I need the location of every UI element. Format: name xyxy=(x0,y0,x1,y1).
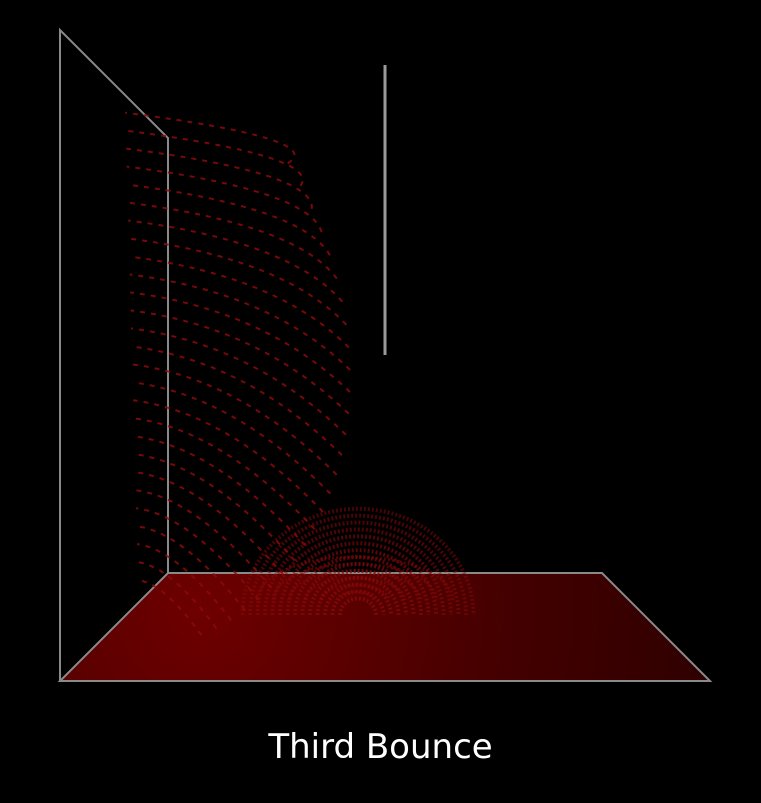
wall-wave-arc xyxy=(129,273,351,371)
wall-wave-arc xyxy=(135,489,273,589)
floor-ripple-rings xyxy=(255,555,455,601)
wall-wave-arc xyxy=(132,381,332,495)
wall-wave-arc xyxy=(125,111,296,165)
wall-wave-arc xyxy=(127,183,331,256)
wall-wave-arc xyxy=(137,579,203,636)
wall-wave-arc xyxy=(131,363,338,476)
wall-wave-arc xyxy=(137,561,218,629)
floor-ripple-ring xyxy=(319,583,391,601)
floor-wave-arc xyxy=(330,589,386,616)
wall-wave-arc xyxy=(130,327,347,436)
floor-wave-arc xyxy=(285,548,431,616)
wall-wave-arc xyxy=(126,165,323,233)
wall-wave-arc xyxy=(130,291,351,393)
left-wall-outline xyxy=(59,27,169,681)
wall-wave-arc xyxy=(128,237,348,326)
floor-wave-arc xyxy=(240,506,476,616)
wall-wave-arc xyxy=(125,129,304,187)
floor-ripple-ring xyxy=(287,569,423,601)
wall-reflected-waves xyxy=(125,111,351,636)
floor-ripple-ring xyxy=(335,590,375,601)
wall-wave-arc xyxy=(132,399,324,513)
wall-wave-arc xyxy=(133,417,316,530)
diagram-caption: Third Bounce xyxy=(268,727,493,767)
wall-wave-arc xyxy=(135,507,260,601)
wall-wave-arc xyxy=(134,471,285,576)
wall-wave-arc xyxy=(134,453,296,562)
wall-wave-arc xyxy=(126,147,313,210)
floor-plane xyxy=(57,572,713,682)
wall-wave-arc xyxy=(127,201,338,280)
wall-wave-arc xyxy=(129,255,350,349)
wall-wave-arc xyxy=(131,345,343,456)
wall-wave-arc xyxy=(130,309,350,415)
floor-ripple-ring xyxy=(271,562,439,601)
floor-wave-arc xyxy=(263,527,453,616)
wall-wave-arc xyxy=(136,543,232,621)
floor-wave-arc xyxy=(323,582,393,616)
floor-wave-arc xyxy=(270,534,446,616)
